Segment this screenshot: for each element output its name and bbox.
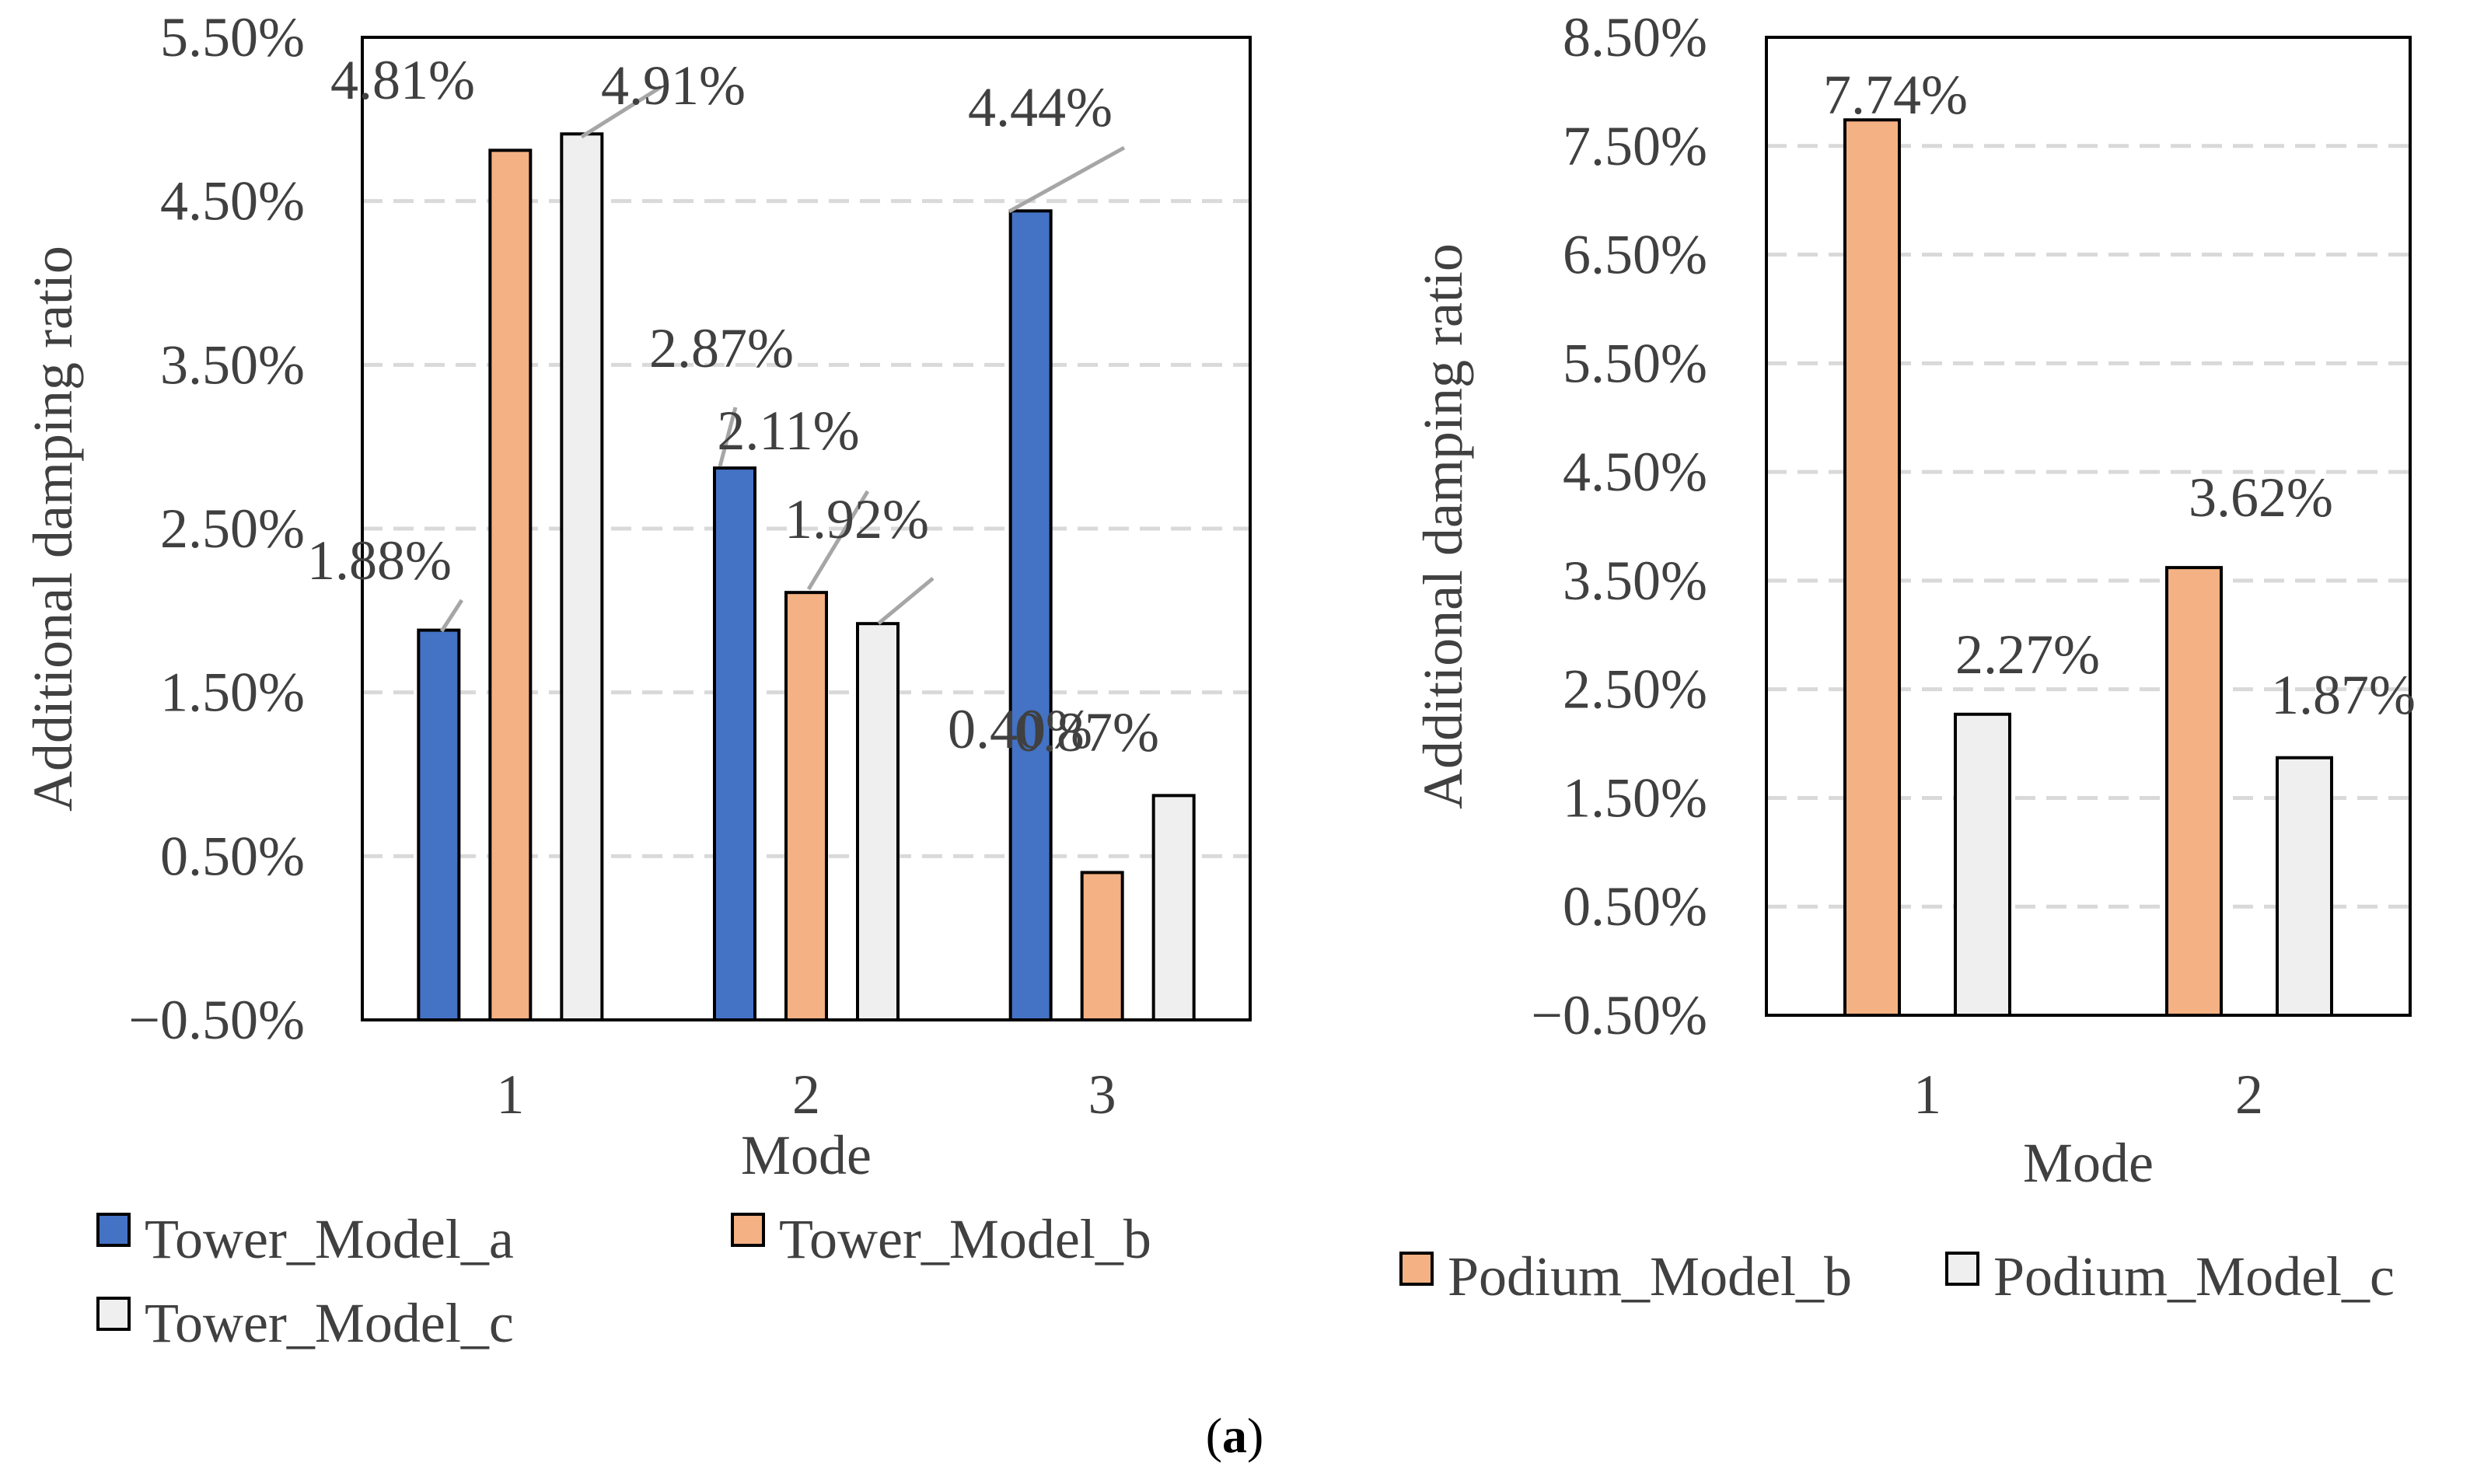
y-tick-label: 8.50% [1563, 6, 1707, 68]
legend-label: Tower_Model_c [145, 1292, 514, 1354]
bar-Tower_Model_c-3 [1151, 794, 1196, 1021]
data-label: 1.92% [784, 488, 929, 550]
tower-chart: −0.50% 0.50% 1.50% 2.50% 3.50% 4.50% 5.50% 1 2 3 1… [22, 6, 1252, 1354]
leader-line [580, 85, 662, 139]
x-tick-label: 2 [2235, 1063, 2263, 1126]
y-tick-label: −0.50% [1531, 984, 1707, 1046]
legend-swatch [1399, 1252, 1434, 1286]
bar-Tower_Model_b-2 [784, 591, 828, 1021]
y-tick-label: 4.50% [160, 170, 305, 232]
leader-line [1008, 145, 1126, 214]
legend-swatch [96, 1297, 131, 1331]
y-tick-label: 4.50% [1563, 441, 1707, 503]
x-tick-label: 3 [1088, 1063, 1116, 1126]
leader-line [877, 577, 935, 625]
bar-Podium_Model_c-2 [2276, 756, 2333, 1018]
bar-Tower_Model_b-1 [488, 148, 533, 1022]
legend-label: Podium_Model_c [1993, 1245, 2395, 1308]
legend-label: Tower_Model_a [145, 1208, 514, 1270]
bar-Podium_Model_b-1 [1843, 118, 1901, 1018]
data-label: 2.11% [717, 400, 859, 462]
y-tick-label: 6.50% [1563, 224, 1707, 286]
x-axis-title: Mode [2023, 1132, 2154, 1194]
y-tick-label: 5.50% [1563, 332, 1707, 394]
legend-label: Tower_Model_b [779, 1208, 1151, 1270]
figure-caption: (a) [1206, 1408, 1264, 1463]
data-label: 0.40% [948, 698, 1092, 760]
y-tick-label: 2.50% [160, 498, 305, 560]
bar-Tower_Model_c-2 [856, 622, 900, 1021]
bar-Tower_Model_a-1 [417, 628, 461, 1021]
y-tick-label: 3.50% [160, 333, 305, 396]
y-tick-label: 0.50% [1563, 875, 1707, 938]
y-tick-label: 7.50% [1563, 115, 1707, 177]
leader-line [806, 490, 870, 591]
leader-line [718, 407, 738, 467]
bar-Tower_Model_c-1 [560, 132, 604, 1021]
data-label: 1.87% [2271, 664, 2416, 726]
y-tick-label: 1.50% [160, 662, 305, 724]
x-tick-label: 2 [792, 1063, 820, 1126]
y-tick-label: −0.50% [128, 989, 305, 1051]
data-label: 4.91% [601, 54, 746, 117]
y-axis-title: Additional damping ratio [22, 246, 84, 812]
legend-swatch [96, 1213, 131, 1247]
data-label: 0.87% [1015, 701, 1159, 763]
y-tick-label: 1.50% [1563, 766, 1707, 829]
y-tick-label: 3.50% [1563, 550, 1707, 612]
bar-Tower_Model_b-3 [1080, 871, 1124, 1022]
bar-Tower_Model_a-2 [713, 466, 756, 1021]
data-label: 4.44% [968, 76, 1113, 138]
y-tick-label: 2.50% [1563, 658, 1707, 721]
bar-Podium_Model_c-1 [1954, 712, 2011, 1017]
bar-Tower_Model_a-3 [1008, 209, 1053, 1022]
data-label: 4.81% [330, 49, 475, 111]
legend-label: Podium_Model_b [1448, 1245, 1852, 1308]
legend-swatch [731, 1213, 765, 1247]
bar-Podium_Model_b-2 [2165, 566, 2223, 1017]
y-tick-label: 0.50% [160, 825, 305, 887]
podium-chart: −0.50% 0.50% 1.50% 2.50% 3.50% 4.50% 5.50% 6.50… [1399, 6, 2416, 1308]
data-label: 2.87% [649, 317, 794, 379]
leader-line [439, 599, 464, 633]
legend-swatch [1945, 1252, 1979, 1286]
data-label: 1.88% [307, 529, 452, 592]
data-label: 2.27% [1955, 623, 2100, 686]
y-tick-label: 5.50% [160, 6, 305, 68]
data-label: 7.74% [1823, 64, 1968, 126]
x-tick-label: 1 [496, 1063, 524, 1126]
x-axis-title: Mode [741, 1124, 872, 1186]
x-tick-label: 1 [1913, 1063, 1941, 1126]
plot-frame [1765, 36, 2412, 1017]
y-axis-title: Additional damping ratio [1412, 243, 1474, 809]
data-label: 3.62% [2189, 466, 2333, 529]
